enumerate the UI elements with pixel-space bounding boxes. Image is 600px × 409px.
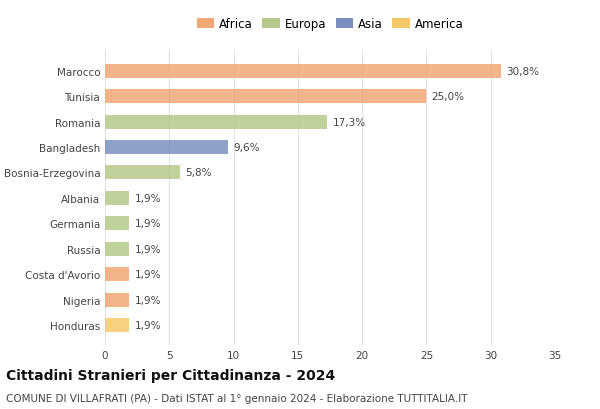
Text: 1,9%: 1,9% (134, 295, 161, 305)
Text: 1,9%: 1,9% (134, 219, 161, 229)
Text: 30,8%: 30,8% (506, 67, 539, 76)
Text: 9,6%: 9,6% (233, 143, 260, 153)
Bar (105, 65, 501, 79)
Bar (105, 217, 130, 231)
Text: 17,3%: 17,3% (332, 117, 365, 127)
Bar (105, 293, 130, 307)
Text: 1,9%: 1,9% (134, 193, 161, 203)
Text: Cittadini Stranieri per Cittadinanza - 2024: Cittadini Stranieri per Cittadinanza - 2… (6, 368, 335, 382)
Text: 25,0%: 25,0% (431, 92, 464, 102)
Text: 1,9%: 1,9% (134, 244, 161, 254)
Text: 1,9%: 1,9% (134, 270, 161, 279)
Legend: Africa, Europa, Asia, America: Africa, Europa, Asia, America (194, 16, 466, 34)
Bar (105, 115, 328, 129)
Bar (105, 242, 130, 256)
Bar (105, 141, 229, 155)
Bar (105, 90, 427, 104)
Bar (105, 166, 179, 180)
Bar (105, 267, 130, 281)
Bar (105, 191, 130, 205)
Text: 5,8%: 5,8% (185, 168, 211, 178)
Text: 1,9%: 1,9% (134, 320, 161, 330)
Bar (105, 318, 130, 332)
Text: COMUNE DI VILLAFRATI (PA) - Dati ISTAT al 1° gennaio 2024 - Elaborazione TUTTITA: COMUNE DI VILLAFRATI (PA) - Dati ISTAT a… (6, 393, 467, 402)
